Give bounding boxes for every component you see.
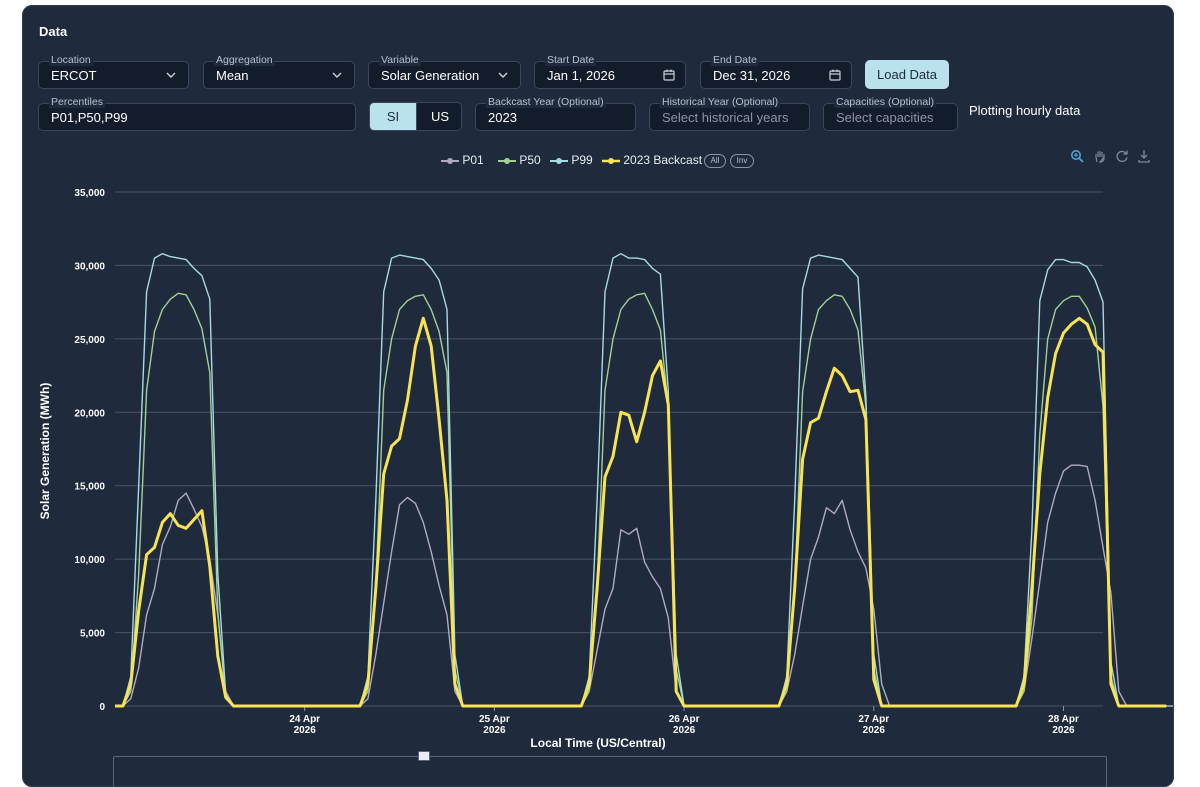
x-tick-label: 25 Apr	[479, 714, 510, 725]
legend-marker	[441, 157, 459, 164]
capacities-placeholder: Select capacities	[836, 110, 934, 125]
y-tick-label: 0	[99, 702, 105, 713]
chart-legend: P01 P50 P99 2023 Backcast All Inv	[23, 151, 1173, 171]
start-date-value: Jan 1, 2026	[547, 68, 615, 83]
x-axis-title: Local Time (US/Central)	[530, 736, 666, 750]
backcast-year-select[interactable]: Backcast Year (Optional) 2023	[475, 96, 636, 131]
legend-item-p99[interactable]: P99	[550, 153, 593, 167]
panel-title: Data	[39, 24, 68, 39]
end-date-value: Dec 31, 2026	[713, 68, 791, 83]
load-data-button[interactable]: Load Data	[865, 60, 949, 89]
y-tick-label: 20,000	[74, 408, 105, 419]
y-tick-label: 30,000	[74, 261, 105, 272]
chevron-down-icon	[166, 72, 176, 78]
aggregation-select[interactable]: Aggregation Mean	[203, 54, 355, 89]
chevron-down-icon	[332, 72, 342, 78]
unit-toggle: SI US	[369, 102, 462, 131]
x-tick-label: 2026	[863, 725, 886, 736]
series-line-2023-backcast	[115, 316, 1167, 708]
legend-inverse-button[interactable]: Inv	[730, 154, 754, 168]
percentiles-value: P01,P50,P99	[51, 110, 128, 125]
chevron-down-icon	[498, 72, 508, 78]
zoom-icon[interactable]	[1070, 149, 1084, 163]
legend-marker	[550, 157, 568, 164]
backcast-year-label: Backcast Year (Optional)	[486, 96, 606, 108]
legend-label: P01	[462, 153, 484, 167]
legend-label: P99	[571, 153, 593, 167]
legend-item-p01[interactable]: P01	[441, 153, 484, 167]
location-value: ERCOT	[51, 68, 97, 83]
series-line-p99	[115, 252, 1167, 707]
location-label: Location	[49, 54, 93, 66]
end-date-label: End Date	[711, 54, 759, 66]
aggregation-value: Mean	[216, 68, 249, 83]
x-tick-label: 2026	[673, 725, 696, 736]
navigator-handle[interactable]	[418, 751, 430, 761]
legend-marker	[602, 157, 620, 164]
calendar-icon[interactable]	[663, 69, 675, 81]
location-select[interactable]: Location ERCOT	[38, 54, 189, 89]
data-panel: Data Location ERCOT Aggregation Mean Var…	[22, 5, 1174, 787]
variable-value: Solar Generation	[381, 68, 480, 83]
aggregation-label: Aggregation	[214, 54, 275, 66]
variable-label: Variable	[379, 54, 421, 66]
variable-select[interactable]: Variable Solar Generation	[368, 54, 521, 89]
percentiles-label: Percentiles	[49, 96, 105, 108]
legend-item-p50[interactable]: P50	[498, 153, 541, 167]
y-tick-label: 35,000	[74, 188, 105, 199]
y-tick-label: 25,000	[74, 335, 105, 346]
si-units-button[interactable]: SI	[370, 103, 416, 130]
series-line-p01	[115, 464, 1173, 707]
backcast-year-value: 2023	[488, 110, 517, 125]
y-tick-label: 10,000	[74, 555, 105, 566]
percentiles-input[interactable]: Percentiles P01,P50,P99	[38, 96, 356, 131]
start-date-label: Start Date	[545, 54, 597, 66]
capacities-label: Capacities (Optional)	[834, 96, 937, 108]
historical-year-label: Historical Year (Optional)	[660, 96, 781, 108]
plotting-note: Plotting hourly data	[969, 103, 1081, 118]
historical-year-placeholder: Select historical years	[662, 110, 789, 125]
x-tick-label: 24 Apr	[289, 714, 320, 725]
legend-all-button[interactable]: All	[704, 154, 726, 168]
end-date-input[interactable]: End Date Dec 31, 2026	[700, 54, 852, 89]
x-tick-label: 27 Apr	[858, 714, 889, 725]
calendar-icon[interactable]	[829, 69, 841, 81]
x-tick-label: 2026	[483, 725, 506, 736]
x-tick-label: 26 Apr	[669, 714, 700, 725]
us-units-button[interactable]: US	[416, 103, 461, 130]
y-tick-label: 15,000	[74, 482, 105, 493]
start-date-input[interactable]: Start Date Jan 1, 2026	[534, 54, 686, 89]
historical-year-select[interactable]: Historical Year (Optional) Select histor…	[649, 96, 810, 131]
x-tick-label: 2026	[1052, 725, 1075, 736]
x-tick-label: 28 Apr	[1048, 714, 1079, 725]
download-icon[interactable]	[1137, 149, 1151, 163]
series-line-p50	[115, 292, 1167, 707]
capacities-select[interactable]: Capacities (Optional) Select capacities	[823, 96, 958, 131]
pan-hand-icon[interactable]	[1093, 149, 1107, 163]
y-tick-label: 5,000	[80, 629, 105, 640]
legend-marker	[498, 157, 516, 164]
x-tick-label: 2026	[294, 725, 317, 736]
legend-label: 2023 Backcast	[623, 153, 703, 167]
solar-generation-chart: 0 5,000 10,000 15,000 20,000 25,000 30,000 35,0…	[74, 188, 1173, 736]
legend-item-backcast[interactable]: 2023 Backcast	[602, 153, 702, 167]
legend-label: P50	[519, 153, 541, 167]
reset-icon[interactable]	[1115, 149, 1129, 163]
